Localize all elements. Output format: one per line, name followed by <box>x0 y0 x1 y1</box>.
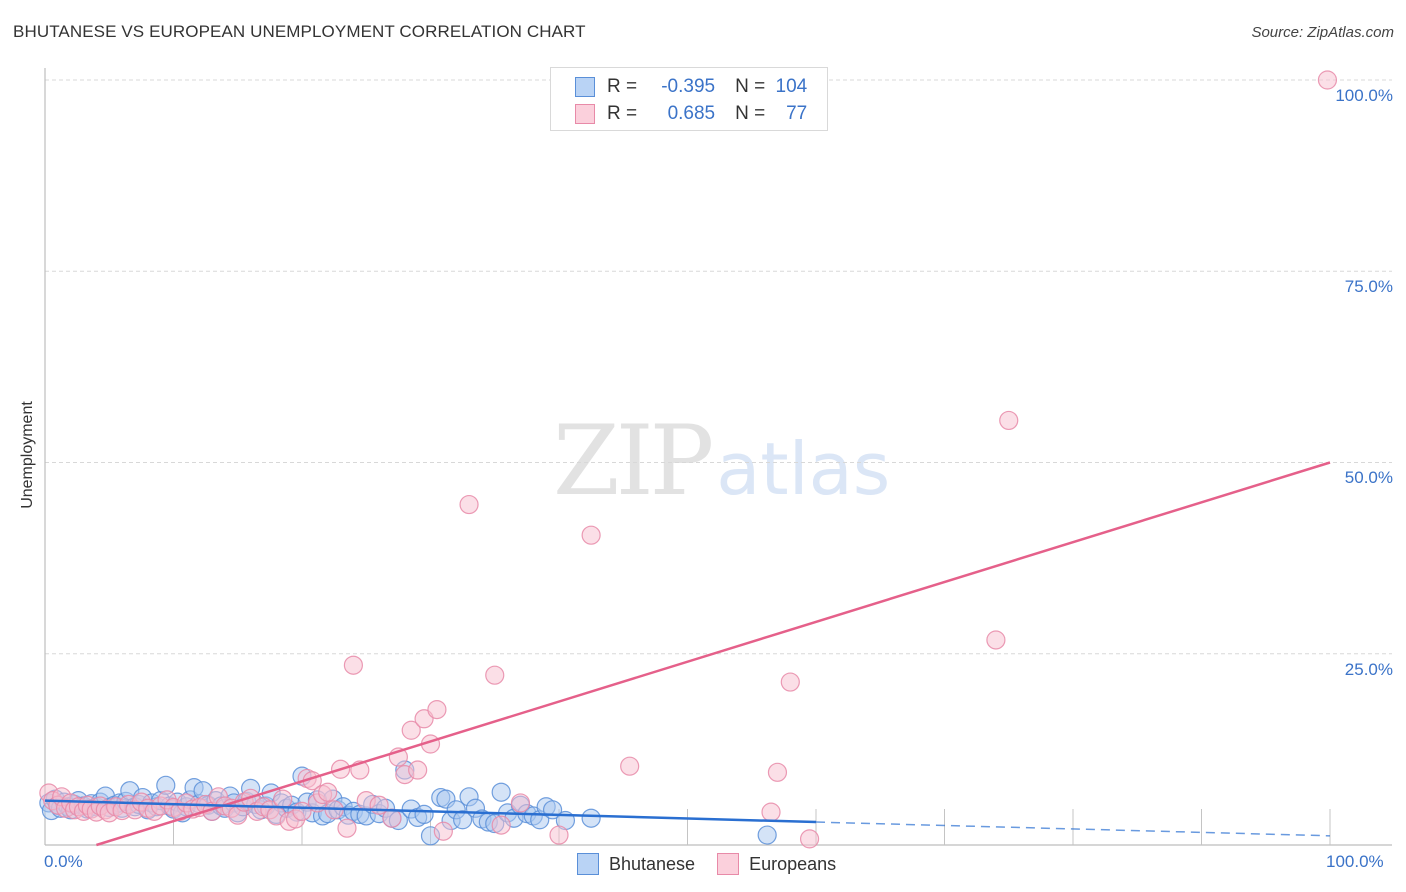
n-value: 104 <box>775 76 808 97</box>
x-tick-100: 100.0% <box>1326 852 1384 871</box>
blue-swatch-icon <box>575 77 595 97</box>
y-tick-25: 25.0% <box>1344 660 1393 679</box>
trendlines <box>44 461 1331 847</box>
r-value: 0.685 <box>667 103 716 124</box>
r-label: R = <box>607 103 638 124</box>
legend-label: Bhutanese <box>609 853 696 874</box>
y-tick-75: 75.0% <box>1344 277 1393 296</box>
legend-row-europeans: R = 0.685 N = 77 <box>575 102 807 126</box>
legend-item-europeans[interactable]: Europeans <box>717 853 836 875</box>
x-tick-0: 0.0% <box>44 852 83 871</box>
n-value: 77 <box>786 103 808 124</box>
source-label: Source: ZipAtlas.com <box>1251 24 1394 41</box>
legend-item-bhutanese[interactable]: Bhutanese <box>577 853 695 875</box>
pink-swatch-icon <box>575 104 595 124</box>
chart-title: BHUTANESE VS EUROPEAN UNEMPLOYMENT CORRE… <box>13 22 586 41</box>
y-tick-50: 50.0% <box>1344 468 1393 487</box>
axes-lines <box>44 68 1392 846</box>
y-tick-100: 100.0% <box>1335 86 1393 105</box>
gridlines <box>45 79 1392 655</box>
legend-row-bhutanese: R = -0.395 N = 104 <box>575 75 807 99</box>
r-value: -0.395 <box>661 76 716 97</box>
n-label: N = <box>735 76 766 97</box>
n-label: N = <box>735 103 766 124</box>
legend-label: Europeans <box>749 853 837 874</box>
pink-swatch-icon <box>717 853 740 875</box>
europeans-points <box>39 70 1338 849</box>
blue-swatch-icon <box>577 853 599 875</box>
stats-legend: R = -0.395 N = 104 R = 0.685 N = 77 <box>550 67 828 131</box>
r-label: R = <box>607 76 638 97</box>
series-legend: Bhutanese Europeans <box>577 853 858 875</box>
